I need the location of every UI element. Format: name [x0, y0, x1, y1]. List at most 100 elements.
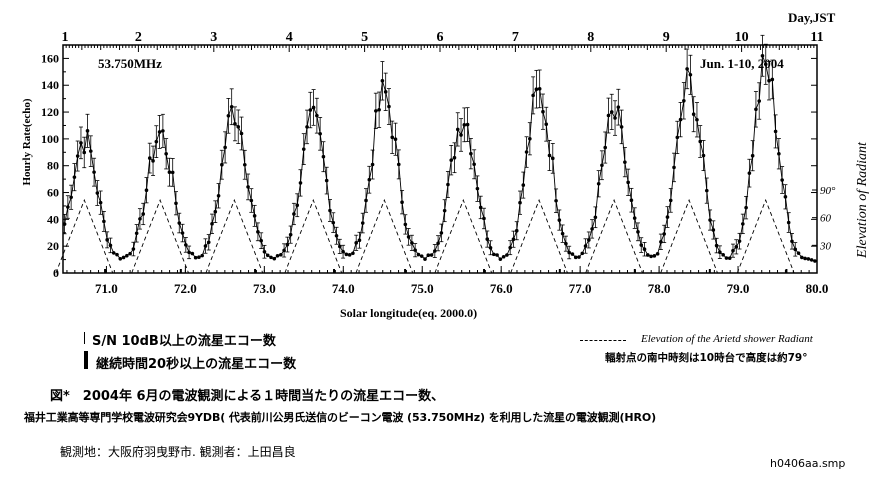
file-name: h0406aa.smp — [770, 457, 846, 470]
top-tick-label: 2 — [135, 30, 142, 45]
data-point — [750, 153, 755, 158]
data-point — [606, 113, 611, 118]
data-point — [747, 171, 752, 175]
elevation-curve — [434, 198, 493, 274]
data-point — [347, 253, 352, 257]
data-point — [488, 245, 493, 250]
y-tick-label: 0 — [53, 266, 59, 280]
data-point — [626, 180, 630, 185]
data-point — [193, 255, 198, 260]
data-point — [390, 135, 395, 140]
data-point — [757, 99, 762, 103]
data-point — [662, 232, 666, 236]
data-point — [583, 244, 588, 248]
data-point — [265, 253, 270, 258]
data-point — [298, 181, 303, 185]
y-tick-label: 60 — [47, 186, 59, 200]
elevation-curve — [736, 198, 795, 274]
data-point — [773, 129, 778, 134]
data-point — [157, 130, 162, 134]
data-point — [731, 248, 735, 253]
data-point — [721, 253, 725, 257]
data-point — [62, 222, 67, 226]
data-point — [321, 154, 326, 159]
data-point — [682, 98, 686, 103]
x-tick-label: 73.0 — [253, 281, 276, 296]
top-axis-label: Day,JST — [788, 10, 836, 25]
data-point — [737, 239, 742, 243]
data-point — [180, 231, 185, 235]
data-point — [783, 195, 788, 199]
data-point — [360, 221, 365, 225]
data-point — [652, 254, 657, 258]
data-point — [455, 127, 460, 132]
long-duration-bar — [404, 269, 407, 273]
data-point — [311, 105, 316, 110]
data-point — [200, 253, 204, 258]
data-point — [147, 156, 152, 160]
y-tick-label: 140 — [41, 78, 59, 92]
data-point — [514, 228, 519, 233]
data-point — [134, 231, 139, 236]
data-point — [210, 222, 214, 226]
data-point — [442, 208, 447, 213]
data-point — [623, 160, 627, 164]
data-point — [528, 136, 532, 141]
data-point — [433, 249, 437, 253]
data-point — [220, 162, 224, 167]
data-point — [806, 257, 811, 261]
data-point — [318, 131, 322, 136]
legend-sn-marker — [84, 332, 85, 344]
right-axis-label: Elevation of Radiant — [855, 142, 870, 258]
data-point — [495, 253, 499, 257]
data-point — [472, 162, 476, 167]
data-point — [259, 238, 263, 243]
elevation-curve — [131, 198, 189, 274]
data-point — [216, 193, 221, 198]
data-point — [400, 200, 404, 204]
data-point — [642, 247, 647, 252]
data-point — [593, 215, 598, 220]
legend-sn-label: S/N 10dB以上の流星エコー数 — [92, 334, 276, 349]
data-point — [246, 185, 250, 189]
data-point — [256, 230, 260, 234]
data-point — [305, 125, 309, 129]
data-point — [288, 232, 293, 237]
data-point — [341, 249, 345, 254]
long-duration-bar — [558, 269, 561, 273]
data-point — [367, 177, 372, 182]
data-point — [436, 241, 440, 246]
data-point — [567, 250, 571, 255]
data-point — [534, 87, 539, 92]
data-point — [478, 205, 483, 210]
data-point — [465, 122, 470, 127]
data-point — [351, 251, 355, 256]
data-point — [154, 139, 159, 144]
y-tick-label: 20 — [47, 239, 59, 253]
x-tick-label: 75.0 — [411, 281, 434, 296]
data-point — [665, 215, 670, 219]
top-tick-label: 5 — [361, 30, 368, 45]
data-point — [603, 145, 608, 150]
elevation-curve — [510, 198, 568, 274]
data-point — [69, 195, 73, 200]
long-duration-bar — [633, 269, 636, 273]
data-point — [672, 165, 676, 170]
data-point — [416, 252, 421, 257]
top-tick-label: 9 — [663, 30, 670, 45]
data-point — [141, 212, 146, 216]
long-duration-bar — [483, 269, 486, 273]
data-point — [688, 73, 693, 77]
data-point — [550, 156, 555, 161]
x-tick-label: 72.0 — [174, 281, 197, 296]
data-point — [537, 87, 542, 91]
data-point — [262, 249, 267, 254]
data-point — [704, 188, 709, 193]
data-point — [118, 256, 123, 261]
data-point — [269, 255, 273, 260]
data-point — [544, 122, 549, 127]
data-point — [387, 104, 391, 109]
data-point — [596, 181, 601, 186]
long-duration-bar — [785, 269, 788, 273]
